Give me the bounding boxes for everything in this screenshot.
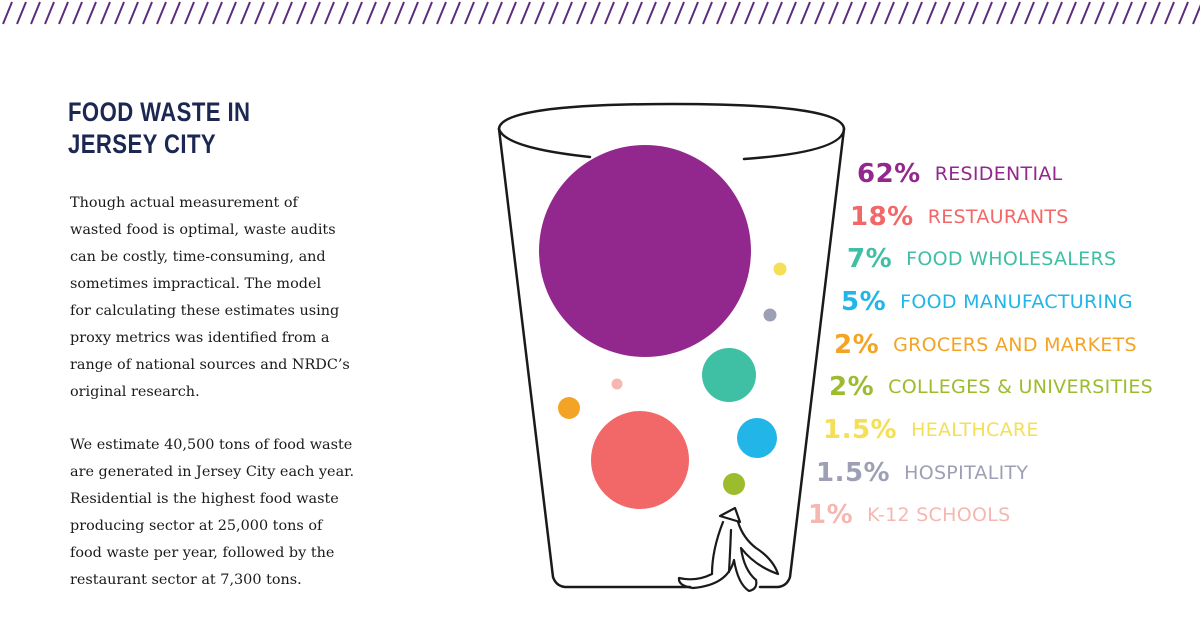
paragraph-line: original research.: [70, 384, 200, 400]
paragraph-line: are generated in Jersey City each year.: [70, 464, 355, 480]
legend-label: K-12 SCHOOLS: [867, 504, 1011, 526]
estimate-paragraph: We estimate 40,500 tons of food waste ar…: [70, 432, 354, 594]
legend-label: HEALTHCARE: [911, 419, 1039, 441]
bubble-food-wholesalers: [702, 348, 756, 402]
legend-percent: 5%: [841, 287, 887, 317]
legend-item-residential: 62% RESIDENTIAL: [857, 159, 1063, 189]
legend-percent: 1.5%: [816, 458, 891, 488]
legend-percent: 1.5%: [823, 415, 898, 445]
legend-item-food-manufacturing: 5% FOOD MANUFACTURING: [841, 287, 1133, 317]
intro-paragraph: Though actual measurement of wasted food…: [70, 190, 350, 406]
paragraph-line: wasted food is optimal, waste audits: [70, 222, 336, 238]
paragraph-line: can be costly, time-consuming, and: [70, 249, 326, 265]
legend-item-restaurants: 18% RESTAURANTS: [850, 202, 1069, 232]
paragraph-line: food waste per year, followed by the: [70, 545, 335, 561]
bubble-restaurants: [591, 411, 689, 509]
title-line-2: JERSEY CITY: [68, 129, 217, 159]
paragraph-line: restaurant sector at 7,300 tons.: [70, 572, 302, 588]
banana-peel-icon: [677, 506, 780, 593]
paragraph-line: sometimes impractical. The model: [70, 276, 322, 292]
paragraph-line: Though actual measurement of: [70, 195, 298, 211]
legend-label: HOSPITALITY: [904, 462, 1029, 484]
legend-percent: 18%: [850, 202, 914, 232]
legend-item-colleges-universities: 2% COLLEGES & UNIVERSITIES: [829, 372, 1153, 402]
paragraph-line: producing sector at 25,000 tons of: [70, 518, 323, 534]
legend-percent: 62%: [857, 159, 921, 189]
diagonal-stripe-border: [0, 0, 1200, 26]
legend-label: RESTAURANTS: [927, 206, 1069, 228]
legend-label: GROCERS AND MARKETS: [893, 334, 1137, 356]
legend-label: RESIDENTIAL: [934, 163, 1063, 185]
bubble-residential: [539, 145, 751, 357]
legend-item-hospitality: 1.5% HOSPITALITY: [816, 458, 1028, 488]
paragraph-line: We estimate 40,500 tons of food waste: [70, 437, 353, 453]
bubble-grocers: [558, 397, 580, 419]
bubble-k12-schools: [611, 378, 623, 390]
paragraph-line: for calculating these estimates using: [70, 303, 340, 319]
legend-item-k12-schools: 1% K-12 SCHOOLS: [808, 500, 1010, 530]
title-line-1: FOOD WASTE IN: [68, 97, 251, 127]
bubble-healthcare: [773, 262, 787, 276]
legend-percent: 7%: [847, 244, 893, 274]
bubble-colleges: [723, 473, 745, 495]
paragraph-line: Residential is the highest food waste: [70, 491, 339, 507]
bubble-food-manufacturing: [737, 418, 777, 458]
paragraph-line: range of national sources and NRDC’s: [70, 357, 350, 373]
page-title: FOOD WASTE IN JERSEY CITY: [68, 96, 250, 160]
legend-item-food-wholesalers: 7% FOOD WHOLESALERS: [847, 244, 1116, 274]
paragraph-line: proxy metrics was identified from a: [70, 330, 330, 346]
legend-percent: 2%: [834, 330, 880, 360]
legend-label: FOOD MANUFACTURING: [900, 291, 1133, 313]
legend-item-healthcare: 1.5% HEALTHCARE: [823, 415, 1039, 445]
legend-percent: 2%: [829, 372, 875, 402]
legend-percent: 1%: [808, 500, 854, 530]
cup-outline: [497, 102, 846, 589]
legend-label: COLLEGES & UNIVERSITIES: [888, 376, 1154, 398]
legend-item-grocers-and-markets: 2% GROCERS AND MARKETS: [834, 330, 1137, 360]
bubble-hospitality: [763, 308, 777, 322]
legend-label: FOOD WHOLESALERS: [906, 248, 1117, 270]
